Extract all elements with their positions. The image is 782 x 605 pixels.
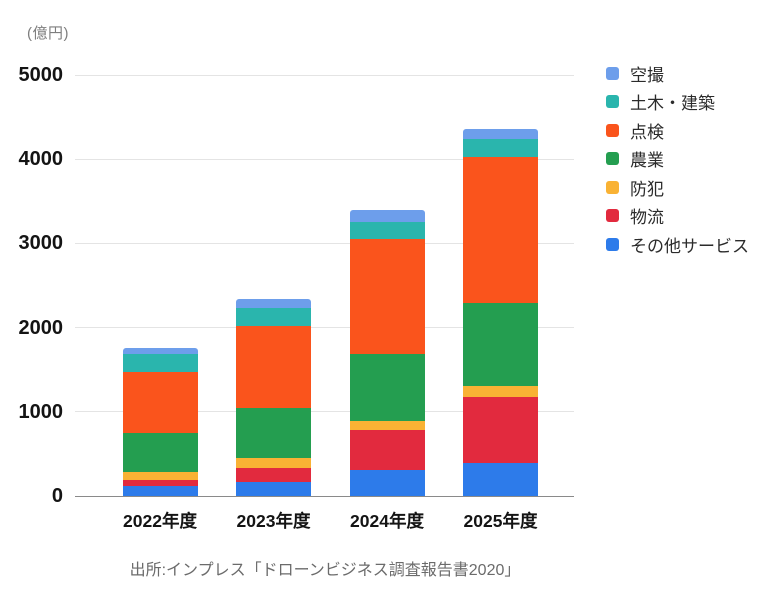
bar-2024年度 (349, 210, 425, 496)
legend-item: 点検 (606, 116, 749, 145)
bar-segment (236, 325, 311, 409)
bar-segment (349, 210, 425, 222)
legend-swatch (606, 237, 619, 251)
bar-segment (349, 430, 425, 471)
bar-segment (463, 386, 538, 397)
x-tick-label: 2022年度 (123, 511, 197, 531)
bar-segment (122, 372, 198, 433)
bar-segment (463, 138, 538, 158)
gridline (75, 242, 574, 244)
bar-segment (236, 308, 311, 326)
gridline (75, 74, 574, 76)
legend-item: 農業 (606, 145, 749, 174)
legend-swatch (606, 152, 619, 166)
legend-item: 土木・建築 (606, 88, 749, 117)
bar-segment (122, 486, 198, 496)
y-axis-unit-label: (億円) (27, 25, 69, 42)
bar-segment (122, 353, 198, 373)
x-tick-label: 2025年度 (463, 511, 538, 531)
legend-swatch (606, 123, 619, 137)
bar-segment (122, 479, 198, 487)
legend-swatch (606, 180, 619, 194)
x-axis-line (75, 495, 574, 497)
bar-2025年度 (463, 128, 538, 496)
legend: 空撮土木・建築点検農業防犯物流その他サービス (606, 59, 749, 259)
bar-segment (236, 299, 311, 309)
legend-label: 土木・建築 (630, 94, 715, 114)
bar-segment (236, 408, 311, 458)
legend-item: 空撮 (606, 59, 749, 88)
bar-segment (349, 354, 425, 422)
legend-item: 防犯 (606, 173, 749, 202)
bar-segment (463, 128, 538, 139)
bar-2022年度 (122, 347, 198, 496)
y-tick-label: 5000 (18, 64, 64, 86)
bar-segment (349, 421, 425, 431)
x-tick-label: 2024年度 (350, 511, 424, 531)
legend-label: 防犯 (630, 179, 664, 199)
y-tick-label: 2000 (18, 316, 64, 339)
source-note: 出所:インプレス「ドローンビジネス調査報告書2020」 (129, 562, 521, 579)
legend-label: 空撮 (630, 65, 664, 85)
bar-segment (122, 472, 198, 480)
legend-label: その他サービス (630, 236, 749, 256)
bar-2023年度 (236, 299, 311, 496)
bar-segment (463, 157, 538, 304)
bar-segment (463, 396, 538, 463)
bar-segment (349, 470, 425, 496)
bar-segment (236, 467, 311, 483)
legend-item: 物流 (606, 202, 749, 231)
legend-swatch (606, 95, 619, 109)
bar-segment (236, 482, 311, 496)
legend-label: 点検 (630, 122, 664, 142)
bar-segment (122, 432, 198, 473)
legend-item: その他サービス (606, 230, 749, 259)
bar-segment (236, 457, 311, 468)
y-tick-label: 1000 (18, 400, 64, 423)
bar-segment (349, 239, 425, 355)
legend-swatch (606, 209, 619, 223)
bar-segment (122, 347, 198, 354)
bar-segment (349, 221, 425, 240)
bar-segment (463, 462, 538, 496)
legend-label: 農業 (630, 151, 664, 171)
gridline (75, 411, 574, 413)
y-tick-label: 0 (51, 485, 63, 507)
y-tick-label: 3000 (18, 232, 64, 255)
bar-segment (463, 303, 538, 387)
y-tick-label: 4000 (18, 148, 64, 171)
gridline (75, 327, 574, 329)
legend-label: 物流 (630, 208, 664, 228)
x-tick-label: 2023年度 (236, 511, 311, 531)
legend-swatch (606, 66, 619, 80)
gridline (75, 158, 574, 160)
